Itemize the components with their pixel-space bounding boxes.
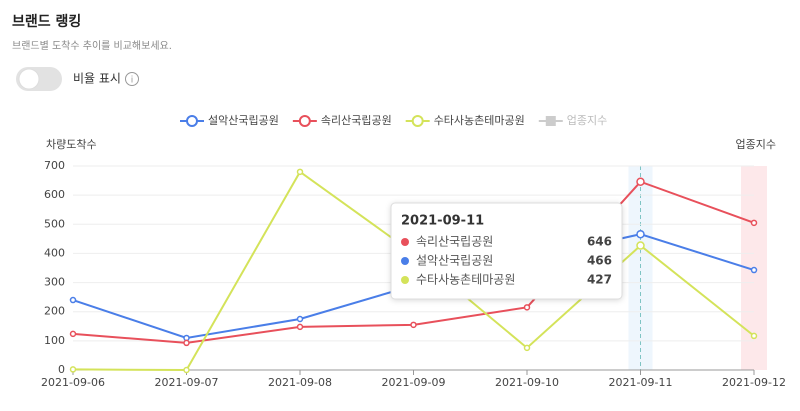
- point: [69, 296, 77, 304]
- point: [636, 241, 645, 250]
- point: [523, 304, 531, 311]
- toggle-knob: [18, 68, 40, 90]
- y-axis-title: 차량도착수: [46, 138, 97, 151]
- tooltip-name: 속리산국립공원: [416, 235, 493, 249]
- x-tick-label: 2021-09-12: [722, 376, 786, 389]
- y-tick-label: 0: [58, 363, 65, 376]
- x-tick-label: 2021-09-06: [41, 376, 105, 389]
- point: [523, 344, 531, 352]
- point: [183, 366, 190, 374]
- point: [296, 323, 304, 331]
- point: [69, 330, 77, 338]
- y-tick-label: 700: [44, 159, 65, 172]
- x-tick-label: 2021-09-07: [155, 376, 219, 389]
- point: [750, 219, 758, 227]
- point: [636, 229, 645, 239]
- tooltip-dot: [401, 257, 409, 265]
- legend-label: 설악산국립공원: [208, 114, 279, 127]
- tooltip-name: 설악산국립공원: [416, 254, 493, 268]
- y-tick-label: 600: [44, 188, 65, 201]
- y2-axis-title: 업종지수: [736, 138, 776, 151]
- point: [636, 177, 645, 186]
- tooltip-dot: [401, 276, 409, 284]
- x-tick-label: 2021-09-10: [495, 376, 559, 389]
- point: [750, 332, 758, 340]
- info-icon-i: i: [131, 76, 134, 86]
- tooltip-value: 427: [587, 273, 612, 287]
- point: [296, 168, 304, 176]
- legend-label: 업종지수: [567, 114, 607, 127]
- legend-label: 속리산국립공원: [321, 114, 392, 127]
- x-tick-label: 2021-09-09: [382, 376, 446, 389]
- point: [410, 321, 417, 329]
- point: [183, 339, 190, 347]
- y-tick-label: 100: [44, 334, 65, 347]
- toggle-label: 비율 표시: [73, 72, 121, 86]
- tooltip-name: 수타사농촌테마공원: [416, 273, 515, 287]
- legend-marker: [186, 115, 198, 127]
- subtitle: 브랜드별 도착수 추이를 비교해보세요.: [12, 39, 172, 52]
- tooltip-title: 2021-09-11: [401, 214, 484, 229]
- legend-marker: [298, 115, 311, 127]
- point: [69, 366, 77, 373]
- point: [750, 266, 758, 274]
- tooltip-value: 466: [587, 254, 612, 268]
- legend-label: 수타사농촌테마공원: [434, 114, 525, 127]
- point: [296, 315, 304, 323]
- y-tick-label: 500: [44, 217, 65, 230]
- tooltip-value: 646: [587, 235, 612, 249]
- x-tick-label: 2021-09-11: [609, 376, 673, 389]
- y-tick-label: 300: [44, 276, 65, 289]
- tooltip: [390, 202, 623, 300]
- x-tick-label: 2021-09-08: [268, 376, 332, 389]
- legend-marker: [411, 115, 424, 127]
- info-icon[interactable]: [125, 72, 139, 86]
- y-tick-label: 400: [44, 246, 65, 259]
- tooltip-dot: [401, 238, 409, 246]
- y-tick-label: 200: [44, 305, 65, 318]
- title: 브랜드 랭킹: [12, 13, 81, 30]
- legend-marker: [545, 116, 556, 126]
